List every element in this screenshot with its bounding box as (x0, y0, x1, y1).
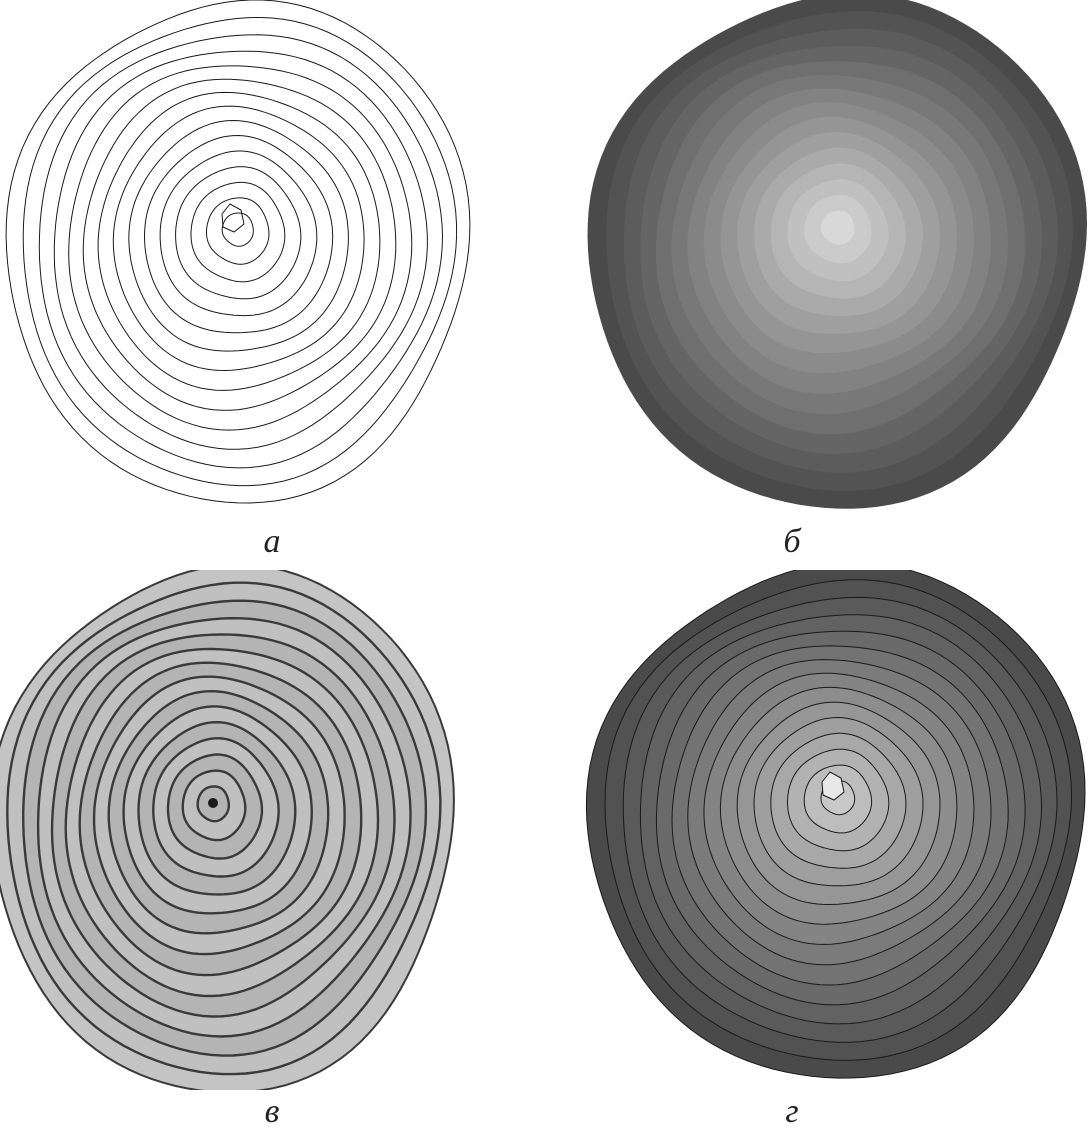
ring-contour-image (5, 0, 471, 504)
panel-b: б (544, 0, 1088, 570)
shaded-zones-with-contours (585, 570, 1086, 1079)
wood-cross-section-image (0, 570, 455, 1090)
pith (221, 203, 245, 233)
wood-rings (0, 570, 455, 1090)
growth-ring-5 (159, 150, 318, 317)
pith (208, 798, 218, 808)
growth-ring-15 (5, 0, 471, 504)
shaded-contour-image (585, 570, 1086, 1079)
growth-ring-2 (206, 197, 270, 265)
panel-label-c: в (264, 1093, 280, 1130)
panel-c: в (0, 570, 544, 1140)
growth-ring-10 (82, 78, 397, 411)
growth-ring-1 (821, 210, 855, 245)
growth-ring-1 (221, 212, 254, 247)
panel-label-d: г (785, 1093, 799, 1130)
growth-ring-8 (112, 105, 365, 372)
panel-a: а (0, 0, 544, 570)
growth-ring-3 (190, 181, 286, 283)
panel-label-a: а (263, 523, 281, 560)
shaded-zone-image (587, 0, 1087, 509)
ring-contours (5, 0, 471, 504)
growth-ring-12 (53, 50, 428, 450)
panel-d: г (544, 570, 1088, 1140)
growth-ring-4 (175, 166, 302, 300)
panel-label-b: б (783, 523, 801, 560)
growth-ring-7 (128, 119, 349, 352)
growth-ring-13 (38, 34, 444, 469)
growth-ring-11 (68, 65, 413, 431)
growth-ring-14 (22, 16, 458, 487)
shaded-zones (587, 0, 1087, 509)
pith (821, 771, 845, 801)
growth-ring-6 (143, 134, 334, 334)
growth-ring-9 (97, 91, 381, 391)
